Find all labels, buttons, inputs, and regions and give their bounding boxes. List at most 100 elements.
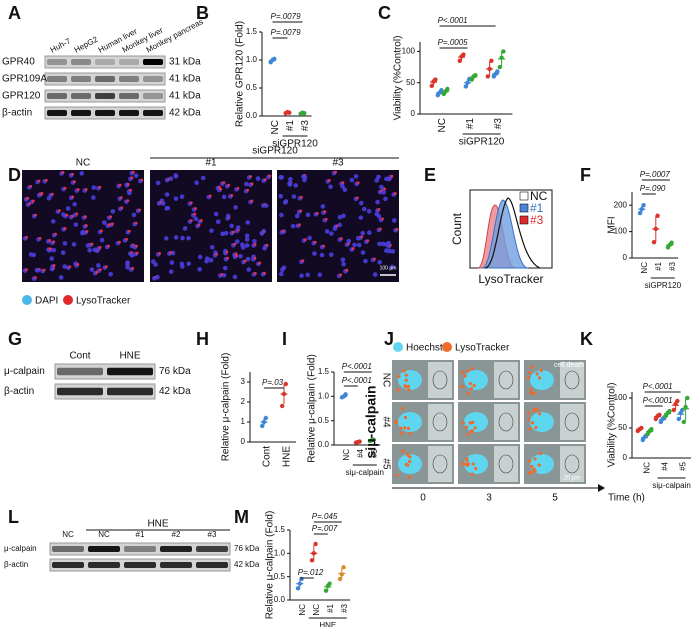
row-label: #4 xyxy=(380,416,391,428)
lysosome xyxy=(466,432,470,436)
nucleus xyxy=(279,271,284,277)
nucleus xyxy=(367,230,372,235)
lysosome xyxy=(466,462,470,466)
data-point xyxy=(495,69,500,74)
x-tick-label: #3 xyxy=(300,120,311,132)
nucleus xyxy=(91,195,96,200)
blot-band xyxy=(119,93,139,99)
nucleus xyxy=(245,220,250,225)
nucleus xyxy=(341,213,346,219)
lysosome xyxy=(463,374,467,378)
nucleus xyxy=(294,213,300,219)
nucleus xyxy=(244,181,249,187)
nucleus xyxy=(50,219,56,224)
nucleus xyxy=(349,177,355,183)
y-tick-label: 0.0 xyxy=(274,595,286,604)
lysosome xyxy=(63,186,67,190)
nucleus xyxy=(398,454,422,474)
lysosome xyxy=(158,252,162,255)
data-point xyxy=(681,419,686,425)
lysosome xyxy=(75,212,79,216)
data-point xyxy=(295,586,301,591)
group-label: siμ-calpain xyxy=(346,468,384,477)
cell-outline xyxy=(432,454,448,474)
nucleus xyxy=(180,235,185,241)
cell-outline xyxy=(432,412,448,432)
nucleus xyxy=(31,252,37,258)
nucleus xyxy=(46,195,52,201)
lysosome xyxy=(25,268,28,272)
y-tick-label: 0.5 xyxy=(274,572,286,581)
x-axis-label: Time (h) xyxy=(608,493,645,504)
y-tick-label: 0 xyxy=(241,437,246,446)
nucleus xyxy=(65,206,71,211)
lysosome xyxy=(383,187,387,191)
y-tick-label: 50 xyxy=(406,78,415,87)
lysosome xyxy=(134,244,138,248)
lane-label: #3 xyxy=(208,530,217,539)
p-value: P=.0079 xyxy=(271,28,302,37)
nucleus xyxy=(307,235,312,241)
lysosome xyxy=(530,421,535,425)
data-point xyxy=(651,239,657,245)
cell-outline xyxy=(498,412,514,432)
nucleus xyxy=(208,257,214,263)
image-label: NC xyxy=(76,158,90,169)
lysosome xyxy=(109,215,113,219)
y-tick-label: 100 xyxy=(402,47,416,56)
data-point xyxy=(263,415,268,421)
lysosome xyxy=(360,235,364,239)
row-label: β-actin xyxy=(4,386,34,397)
nucleus xyxy=(324,229,330,234)
y-tick-label: 0 xyxy=(411,109,416,118)
lysosome xyxy=(378,227,382,231)
p-value: P<.0001 xyxy=(643,382,673,391)
lysosome xyxy=(537,463,541,467)
nucleus xyxy=(232,274,238,280)
lysosome xyxy=(399,426,403,430)
y-tick-label: 100 xyxy=(614,393,628,402)
lysosome xyxy=(470,367,474,371)
lysosome xyxy=(471,462,475,466)
legend-swatch xyxy=(519,191,529,201)
group-label: HNE xyxy=(319,621,336,627)
panel-letter: K xyxy=(580,329,593,349)
blot-band xyxy=(160,562,192,568)
y-axis-label: Relative μ-calpain (Fold) xyxy=(221,353,232,462)
lysosome xyxy=(460,384,464,389)
nucleus xyxy=(305,272,310,278)
nucleus xyxy=(102,220,107,225)
lysosome xyxy=(263,178,267,182)
lysosome xyxy=(315,211,319,215)
micrograph xyxy=(150,170,272,282)
nucleus xyxy=(99,237,105,243)
blot-band xyxy=(107,387,153,396)
nucleus xyxy=(180,264,185,269)
p-value: P=.0005 xyxy=(438,38,469,47)
blot-band xyxy=(47,59,67,65)
data-point xyxy=(309,558,315,563)
data-point xyxy=(676,416,681,422)
nucleus xyxy=(342,187,348,193)
scale-label: 100 µm xyxy=(380,265,397,271)
nucleus xyxy=(293,183,299,188)
data-point xyxy=(461,52,466,57)
nucleus xyxy=(464,370,488,390)
lysosome xyxy=(38,237,42,240)
nucleus xyxy=(391,218,397,223)
lysosome xyxy=(406,384,410,389)
legend-label: Hoechst xyxy=(406,343,443,354)
lysosome xyxy=(118,240,121,244)
data-point xyxy=(283,381,288,387)
lysosome xyxy=(528,427,532,431)
lysosome xyxy=(404,378,408,382)
data-point xyxy=(343,392,348,397)
micrograph-inset xyxy=(428,404,452,440)
nucleus xyxy=(51,247,57,253)
nucleus xyxy=(245,256,251,262)
lysosome xyxy=(339,273,343,277)
legend-dot xyxy=(442,342,452,352)
nucleus xyxy=(287,180,293,186)
cell-outline xyxy=(564,454,580,474)
lysosome xyxy=(65,213,69,217)
